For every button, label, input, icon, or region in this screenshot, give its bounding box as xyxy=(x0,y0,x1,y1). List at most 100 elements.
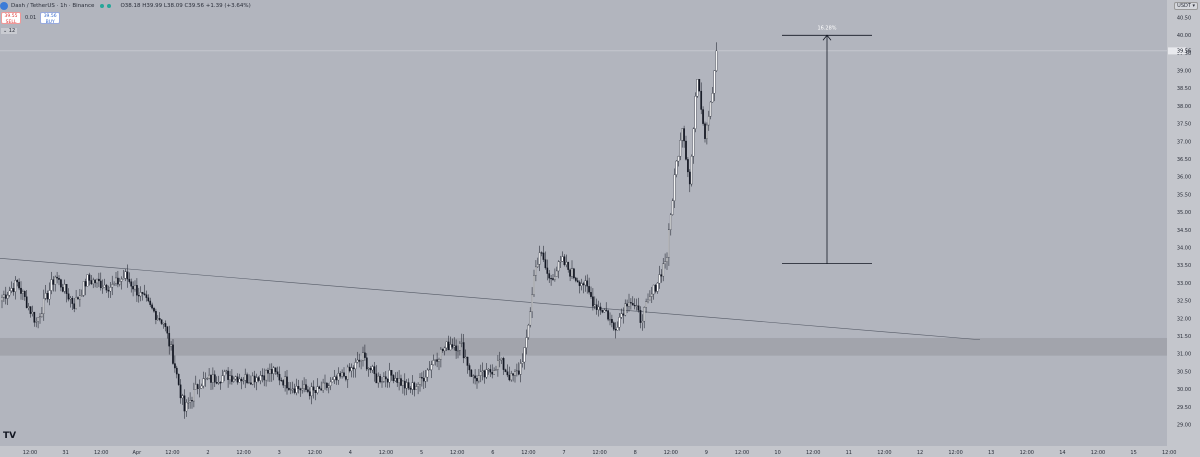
candle-body xyxy=(320,388,323,391)
y-tick-label: 40.50 xyxy=(1177,15,1191,21)
candle-body xyxy=(240,378,243,381)
candle-body xyxy=(548,273,551,279)
candle-body xyxy=(557,261,560,272)
sell-label: SELL xyxy=(5,19,17,25)
candle-body xyxy=(316,386,319,394)
candle-body xyxy=(445,341,448,349)
y-tick-label: 38.50 xyxy=(1177,86,1191,92)
candle-body xyxy=(200,385,203,389)
candle-body xyxy=(242,380,245,382)
candle-body xyxy=(441,348,444,352)
candle-body xyxy=(80,295,83,297)
sell-button[interactable]: 39.55 SELL xyxy=(1,12,21,25)
y-tick-label: 30.50 xyxy=(1177,369,1191,375)
current-price-label: 39.56 xyxy=(1177,49,1191,55)
candle-body xyxy=(181,395,184,399)
candle-body xyxy=(291,388,294,390)
candle-body xyxy=(198,387,201,390)
candle-body xyxy=(183,395,186,412)
plot-area[interactable] xyxy=(0,0,1167,446)
candle-body xyxy=(223,371,226,376)
candle-body xyxy=(647,299,649,302)
candle-body xyxy=(327,385,330,388)
candle-body xyxy=(269,369,271,374)
candle-body xyxy=(364,352,366,358)
trendline[interactable] xyxy=(0,258,981,341)
candle-body xyxy=(381,381,383,383)
candle-body xyxy=(601,310,604,313)
candle-body xyxy=(4,294,7,299)
candle-body xyxy=(377,375,380,384)
time-axis[interactable] xyxy=(0,446,1167,457)
candle-body xyxy=(711,93,714,103)
candle-body xyxy=(282,380,285,386)
candle-body xyxy=(593,304,596,307)
candle-body xyxy=(52,279,55,285)
candle-body xyxy=(253,375,256,383)
candle-body xyxy=(278,373,281,381)
candle-body xyxy=(3,294,5,298)
candle-body xyxy=(559,261,562,263)
x-tick-label: 13 xyxy=(988,450,994,456)
candle-body xyxy=(542,252,545,260)
candle-body xyxy=(322,382,324,391)
candle-body xyxy=(350,367,353,372)
candle-body xyxy=(417,384,419,387)
price-axis[interactable] xyxy=(1167,0,1200,457)
candle-body xyxy=(153,308,155,312)
x-tick-label: 8 xyxy=(634,450,637,456)
candle-body xyxy=(683,128,685,142)
candle-body xyxy=(531,294,533,312)
candle-body xyxy=(590,292,592,297)
buy-button[interactable]: 39.56 BUY xyxy=(40,12,61,25)
y-tick-label: 39.00 xyxy=(1177,69,1191,75)
candle-body xyxy=(234,376,237,380)
candle-body xyxy=(620,313,623,318)
candle-body xyxy=(552,278,554,280)
candle-body xyxy=(580,283,583,286)
candle-body xyxy=(231,375,233,382)
x-tick-label: 6 xyxy=(491,450,494,456)
market-status-icon xyxy=(100,4,105,8)
candle-body xyxy=(10,288,13,292)
current-price-tag xyxy=(1168,47,1186,55)
candle-body xyxy=(272,367,275,374)
candle-body xyxy=(48,290,51,300)
candle-body xyxy=(255,377,258,383)
candle-body xyxy=(685,140,687,160)
candle-body xyxy=(22,291,24,294)
candle-body xyxy=(132,286,134,290)
tradingview-logo-icon: TV xyxy=(3,431,17,441)
candle-body xyxy=(358,359,361,362)
candle-body xyxy=(424,376,427,382)
candle-body xyxy=(115,277,117,284)
y-tick-label: 33.00 xyxy=(1177,281,1191,287)
candle-body xyxy=(219,382,222,384)
indicators-toggle[interactable]: ⌄ 12 xyxy=(1,28,18,34)
candle-body xyxy=(392,375,395,382)
candle-body xyxy=(263,375,266,381)
candle-body xyxy=(289,389,292,391)
x-tick-label: 12:00 xyxy=(23,450,37,456)
candle-body xyxy=(483,370,486,378)
candle-body xyxy=(438,359,440,362)
candle-body xyxy=(394,378,397,382)
candle-body xyxy=(1,297,3,302)
candle-body xyxy=(261,375,264,377)
x-tick-label: 12:00 xyxy=(1020,450,1034,456)
candle-body xyxy=(362,352,364,361)
candle-body xyxy=(16,280,19,283)
currency-selector[interactable]: USDT ▾ xyxy=(1174,2,1198,10)
candle-body xyxy=(204,378,207,380)
candle-body xyxy=(675,160,678,175)
candle-body xyxy=(295,386,298,393)
candle-body xyxy=(565,261,568,265)
x-tick-label: 3 xyxy=(278,450,281,456)
candle-body xyxy=(546,267,549,274)
candle-body xyxy=(506,371,509,376)
symbol-title[interactable]: Dash / TetherUS · 1h · Binance xyxy=(11,3,95,9)
candle-body xyxy=(63,284,66,292)
candle-body xyxy=(365,357,368,370)
trade-panel: 39.55 SELL 0.01 39.56 BUY xyxy=(1,12,61,25)
